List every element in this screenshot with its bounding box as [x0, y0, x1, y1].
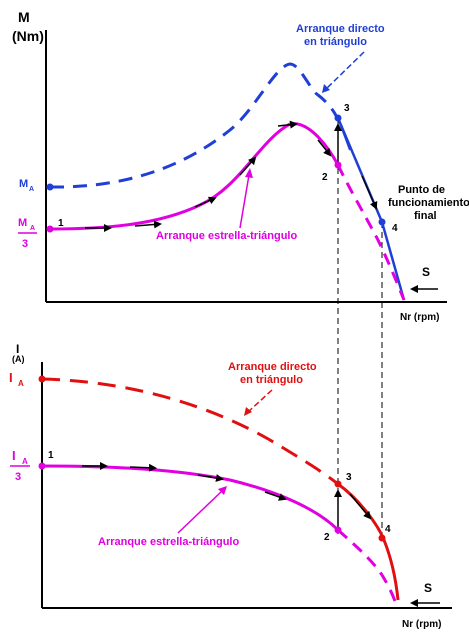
current-s-label: S: [424, 581, 432, 595]
torque-direct-label-1: Arranque directo: [296, 23, 385, 35]
torque-point-1: [46, 225, 54, 233]
torque-direct-pointer: [324, 51, 365, 91]
current-x-label: Nr (rpm): [402, 619, 441, 630]
ma-label: M: [19, 178, 28, 190]
torque-direct-delta-curve: [49, 62, 339, 189]
torque-direct-label-2: en triángulo: [304, 36, 367, 48]
current-star-tail: [337, 528, 398, 605]
current-arrow-4: [264, 491, 287, 501]
current-direct-pointer: [247, 389, 273, 413]
current-point-2-label: 2: [324, 532, 330, 543]
torque-direct-delta-tail: [337, 117, 351, 151]
ia3-label-sub: A: [22, 457, 28, 466]
ma3-label-bottom: 3: [22, 238, 28, 250]
torque-point-3-label: 3: [344, 103, 350, 114]
torque-point-ma: [46, 183, 54, 191]
torque-arrow-6: [317, 139, 332, 157]
torque-arrow-3: [194, 196, 217, 208]
torque-y-label-m: M: [18, 9, 30, 25]
current-point-1: [38, 462, 46, 470]
ia-label: I: [9, 370, 13, 385]
torque-plot: M (Nm) Nr (rpm) M A M A 3: [12, 9, 469, 540]
current-arrow-3: [197, 474, 224, 482]
ia-label-sub: A: [18, 379, 24, 388]
torque-star-curve: [49, 122, 340, 231]
current-point-4: [378, 534, 386, 542]
current-arrow-5: [349, 493, 372, 520]
torque-point-1-label: 1: [58, 218, 64, 229]
torque-direct-pointer-head: [322, 84, 330, 93]
current-point-2: [334, 526, 342, 534]
op-point-label-1: Punto de: [398, 184, 445, 196]
torque-y-label-unit: (Nm): [12, 28, 44, 44]
current-arrow-2: [129, 463, 157, 472]
current-star-pointer: [177, 490, 223, 534]
op-point-label-2: funcionamiento: [388, 197, 469, 209]
op-point-label-3: final: [414, 210, 437, 222]
torque-arrow-4: [239, 156, 257, 176]
torque-star-pointer: [239, 174, 250, 229]
current-star-label: Arranque estrella-triángulo: [98, 536, 239, 548]
ma-label-sub: A: [29, 186, 34, 193]
current-point-3: [334, 480, 342, 488]
torque-s-label: S: [422, 265, 430, 279]
torque-point-3: [334, 114, 342, 122]
torque-point-4: [378, 218, 386, 226]
current-y-label-unit: (A): [12, 354, 25, 364]
current-direct-delta-curve: [41, 377, 339, 486]
current-direct-label-2: en triángulo: [240, 374, 303, 386]
torque-star-tail: [336, 164, 406, 301]
torque-point-4-label: 4: [392, 223, 398, 234]
current-point-ia: [38, 375, 46, 383]
current-direct-pointer-head: [244, 407, 252, 416]
current-direct-label-1: Arranque directo: [228, 361, 317, 373]
torque-point-2: [334, 161, 342, 169]
current-point-3-label: 3: [346, 472, 352, 483]
current-point-4-label: 4: [385, 524, 391, 535]
current-star-curve: [41, 464, 340, 532]
current-star-pointer-head: [218, 486, 227, 495]
torque-arrow-5: [277, 120, 298, 129]
ia3-label-top: I: [12, 448, 16, 463]
current-y-label-i: I: [16, 342, 19, 356]
ma3-label-top: M: [18, 217, 27, 229]
torque-x-label: Nr (rpm): [400, 312, 439, 323]
torque-star-pointer-head: [245, 168, 253, 178]
torque-arrow-2: [134, 220, 162, 229]
torque-arrow-7: [361, 175, 378, 210]
current-point-1-label: 1: [48, 450, 54, 461]
current-plot: I (A) Nr (rpm) I A I A 3 1 2 3 4: [9, 342, 452, 630]
ma3-label-sub: A: [30, 225, 35, 232]
current-delta-after-switch: [337, 482, 400, 601]
ia3-label-bottom: 3: [15, 471, 21, 483]
torque-star-label: Arranque estrella-triángulo: [156, 230, 297, 242]
torque-point-2-label: 2: [322, 172, 328, 183]
